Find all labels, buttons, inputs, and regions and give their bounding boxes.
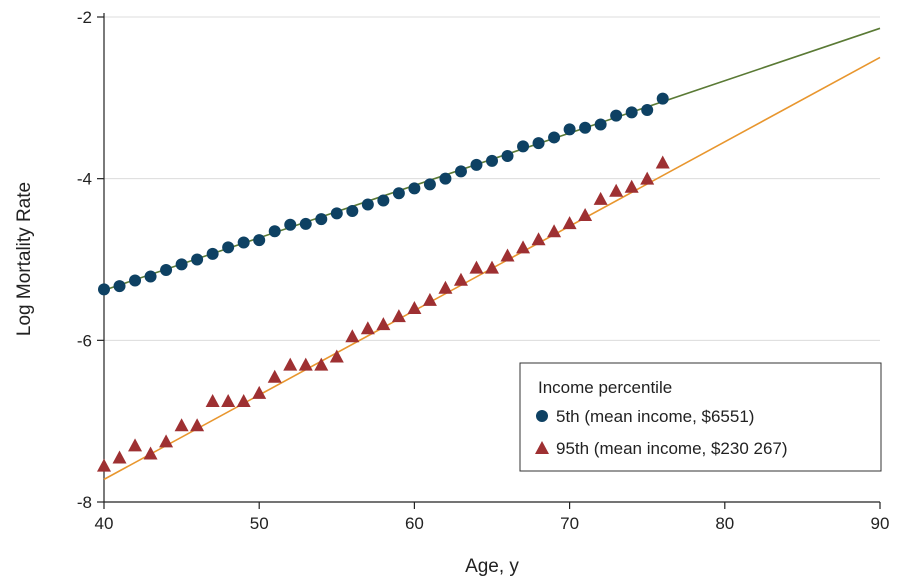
point-5th xyxy=(299,217,312,230)
y-tick-label: -4 xyxy=(77,170,92,189)
point-95th xyxy=(624,179,639,193)
point-95th xyxy=(655,155,670,169)
x-tick-label: 80 xyxy=(715,514,734,533)
legend-label-95th: 95th (mean income, $230 267) xyxy=(556,439,788,458)
point-5th xyxy=(625,106,638,119)
point-5th xyxy=(408,182,421,195)
y-tick-label: -6 xyxy=(77,331,92,350)
x-tick-label: 50 xyxy=(250,514,269,533)
legend-marker-5th xyxy=(536,410,548,422)
point-95th xyxy=(190,418,205,432)
point-95th xyxy=(267,369,282,383)
axes xyxy=(97,13,881,509)
point-5th xyxy=(160,264,173,277)
y-tick-label: -2 xyxy=(77,8,92,27)
point-5th xyxy=(579,121,592,134)
point-95th xyxy=(314,357,329,371)
point-5th xyxy=(222,241,235,254)
x-axis-title: Age, y xyxy=(465,556,519,577)
point-5th xyxy=(315,213,328,226)
point-5th xyxy=(98,283,110,296)
point-95th xyxy=(360,321,375,335)
point-95th xyxy=(376,317,391,331)
point-5th xyxy=(517,140,530,153)
point-5th xyxy=(284,218,297,231)
point-95th xyxy=(112,450,127,464)
point-5th xyxy=(144,270,157,283)
data-points xyxy=(97,92,670,472)
x-tick-label: 70 xyxy=(560,514,579,533)
point-95th xyxy=(252,385,267,399)
point-5th xyxy=(439,172,452,185)
point-95th xyxy=(236,393,251,407)
y-tick-label: -8 xyxy=(77,493,92,512)
point-95th xyxy=(453,272,468,286)
x-tick-label: 60 xyxy=(405,514,424,533)
point-5th xyxy=(610,109,623,122)
point-5th xyxy=(330,207,343,220)
point-5th xyxy=(641,103,654,116)
point-95th xyxy=(174,418,189,432)
point-95th xyxy=(159,434,174,448)
legend-marker-95th xyxy=(535,441,549,454)
point-95th xyxy=(578,208,593,222)
legend: Income percentile 5th (mean income, $655… xyxy=(519,362,882,472)
point-5th xyxy=(129,274,142,287)
point-5th xyxy=(454,165,467,178)
point-5th xyxy=(206,247,219,260)
point-5th xyxy=(532,137,545,150)
point-95th xyxy=(547,224,562,238)
point-5th xyxy=(346,205,359,217)
point-5th xyxy=(268,225,281,238)
point-5th xyxy=(548,131,561,144)
point-95th xyxy=(562,216,577,230)
point-5th xyxy=(253,234,266,247)
point-5th xyxy=(361,198,374,211)
point-95th xyxy=(205,393,220,407)
point-95th xyxy=(500,248,515,262)
point-95th xyxy=(391,309,406,323)
point-5th xyxy=(563,123,576,136)
point-5th xyxy=(656,92,669,105)
point-5th xyxy=(237,236,250,249)
point-5th xyxy=(423,178,436,191)
point-5th xyxy=(486,154,498,167)
point-5th xyxy=(501,150,514,163)
point-95th xyxy=(143,446,158,460)
point-95th xyxy=(485,260,499,274)
point-95th xyxy=(469,260,484,274)
point-5th xyxy=(191,253,204,266)
point-95th xyxy=(593,191,608,205)
point-95th xyxy=(422,292,437,306)
x-tick-label: 40 xyxy=(95,514,114,533)
point-95th xyxy=(438,280,453,294)
point-95th xyxy=(128,438,143,452)
point-95th xyxy=(283,357,298,371)
point-95th xyxy=(531,232,546,246)
legend-label-5th: 5th (mean income, $6551) xyxy=(556,407,754,426)
point-5th xyxy=(377,194,390,207)
point-95th xyxy=(640,171,655,185)
point-5th xyxy=(113,280,126,293)
legend-title: Income percentile xyxy=(538,378,672,397)
y-axis-title: Log Mortality Rate xyxy=(14,182,35,336)
tick-labels: -2 -4 -6 -840 50 60 70 80 90 xyxy=(77,8,890,533)
legend-box xyxy=(519,362,882,472)
point-95th xyxy=(97,458,111,472)
point-95th xyxy=(516,240,531,254)
point-95th xyxy=(329,349,344,363)
point-95th xyxy=(298,357,313,371)
point-5th xyxy=(175,258,188,271)
point-5th xyxy=(470,158,483,171)
x-tick-label: 90 xyxy=(871,514,890,533)
point-95th xyxy=(221,393,236,407)
point-95th xyxy=(407,301,422,314)
point-5th xyxy=(594,118,607,131)
point-95th xyxy=(345,329,360,343)
point-5th xyxy=(392,187,405,200)
point-95th xyxy=(609,183,624,197)
